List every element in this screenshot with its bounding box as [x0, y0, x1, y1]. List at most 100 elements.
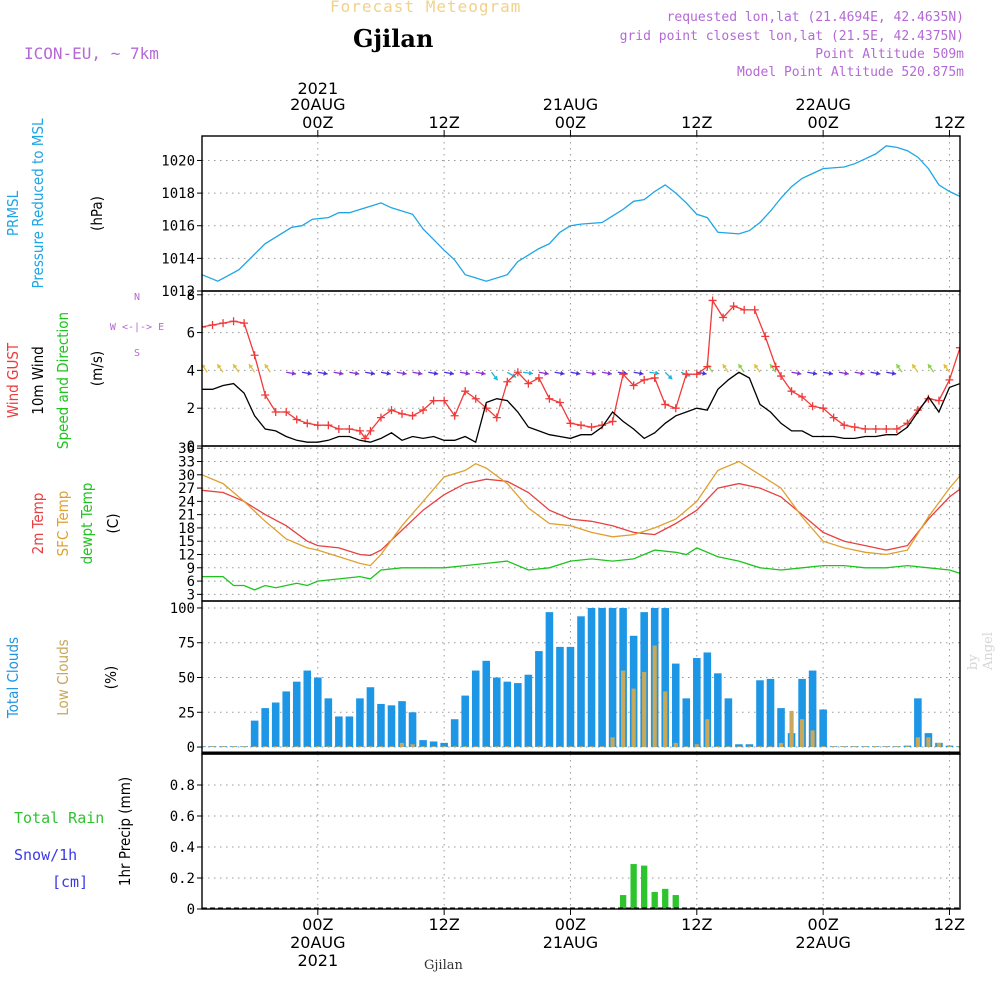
- bar-low-clouds: [663, 691, 668, 748]
- wind-direction-arrowhead: [591, 370, 597, 376]
- bar-low-clouds: [357, 746, 363, 748]
- gust-marker: [492, 413, 501, 422]
- panel-pressure: [197, 135, 961, 292]
- model-name: ICON-EU, ~ 7km: [24, 44, 159, 63]
- gust-marker: [240, 319, 249, 328]
- wind-direction-arrowhead: [828, 370, 833, 376]
- gust-marker: [671, 404, 680, 413]
- y-axis-label: Snow/1h: [14, 846, 77, 864]
- y-tick-label: 0: [187, 902, 195, 918]
- y-axis-label: SFC Temp: [54, 491, 72, 557]
- compass-south: S: [134, 348, 140, 359]
- gust-marker: [777, 372, 786, 381]
- bar-low-clouds: [515, 746, 520, 748]
- bar-total-clouds: [703, 652, 712, 748]
- wind-direction-arrowhead: [481, 370, 486, 376]
- wind-direction-arrowhead: [323, 370, 328, 376]
- y-tick-label: 100: [170, 601, 195, 617]
- gust-marker: [345, 424, 354, 433]
- wind-direction-arrowhead: [449, 370, 454, 376]
- bar-low-clouds: [789, 710, 794, 748]
- wind-direction-arrowhead: [339, 370, 344, 376]
- bar-total-clouds: [756, 680, 764, 748]
- bar-low-clouds: [252, 746, 257, 748]
- time-label-bottom: 00Z: [555, 915, 586, 934]
- wind-direction-arrowhead: [386, 370, 391, 376]
- panel-frame: [201, 753, 961, 910]
- bar-low-clouds: [852, 746, 857, 748]
- bar-low-clouds: [294, 746, 299, 748]
- bar-low-clouds: [610, 737, 615, 748]
- time-label-top: 12Z: [428, 113, 459, 132]
- bar-precip: [619, 895, 627, 909]
- gust-marker: [461, 387, 470, 396]
- bar-precip: [651, 891, 658, 909]
- y-axis-label: (hPa): [88, 196, 106, 231]
- y-tick-label: 12: [178, 548, 195, 564]
- grid-coordinates: grid point closest lon,lat (21.5E, 42.43…: [619, 29, 964, 44]
- point-altitude: Point Altitude 509m: [815, 47, 964, 62]
- gust-marker: [577, 421, 585, 430]
- bar-low-clouds: [599, 746, 605, 748]
- gust-marker: [798, 392, 807, 401]
- wind-direction-arrowhead: [738, 364, 743, 369]
- y-tick-label: 18: [178, 521, 195, 537]
- time-label-bottom: 00Z: [302, 915, 333, 934]
- requested-coordinates: requested lon,lat (21.4694E, 42.4635N): [666, 10, 964, 25]
- bar-total-clouds: [271, 702, 280, 748]
- time-label-bottom: 12Z: [934, 915, 965, 934]
- bar-total-clouds: [988, 746, 996, 747]
- y-tick-label: 30: [178, 468, 195, 484]
- wind-direction-arrowhead: [291, 370, 297, 376]
- bar-low-clouds: [757, 746, 763, 748]
- gust-marker: [787, 387, 796, 396]
- bar-low-clouds: [810, 730, 815, 748]
- bar-total-clouds: [967, 746, 975, 747]
- bar-total-clouds: [661, 607, 670, 748]
- wind-direction-arrowhead: [812, 370, 818, 376]
- y-axis-label: Total Rain: [14, 809, 104, 827]
- bar-total-clouds: [798, 678, 806, 748]
- y-tick-label: 0.6: [170, 809, 195, 825]
- gust-marker: [750, 305, 759, 314]
- footer-station: Gjilan: [424, 958, 463, 973]
- bar-total-clouds: [608, 607, 617, 748]
- gust-marker: [819, 404, 828, 413]
- gust-marker: [271, 407, 280, 416]
- wind-direction-arrowhead: [860, 370, 865, 376]
- bar-total-clouds: [556, 646, 564, 748]
- y-tick-label: 8: [187, 288, 195, 304]
- gust-marker: [719, 313, 728, 322]
- time-label-bottom: 12Z: [428, 915, 459, 934]
- y-tick-label: 6: [187, 574, 195, 590]
- bar-low-clouds: [747, 746, 752, 748]
- y-tick-label: 9: [187, 561, 195, 577]
- time-label-bottom: 12Z: [681, 915, 712, 934]
- gust-marker: [703, 362, 712, 371]
- bar-total-clouds: [503, 681, 512, 748]
- bar-low-clouds: [736, 746, 742, 748]
- wind-direction-arrowhead: [264, 364, 270, 369]
- gust-marker: [202, 322, 206, 331]
- series-line-2m: [202, 478, 960, 557]
- bar-total-clouds: [261, 708, 269, 748]
- bar-total-clouds: [587, 607, 596, 748]
- station-name: Gjilan: [353, 24, 434, 53]
- bar-total-clouds: [471, 670, 480, 748]
- wind-direction-arrowhead: [544, 370, 549, 376]
- credit: by Angel: [966, 632, 996, 670]
- gust-marker: [892, 424, 901, 433]
- bar-low-clouds: [378, 746, 384, 748]
- bar-low-clouds: [936, 742, 942, 748]
- y-tick-label: 1016: [161, 219, 195, 235]
- bar-precip: [672, 895, 679, 909]
- bar-low-clouds: [202, 746, 205, 748]
- time-label-top: 00Z: [555, 113, 586, 132]
- bar-low-clouds: [220, 746, 226, 748]
- compass-west-east: W <-|-> E: [110, 322, 164, 333]
- gust-marker: [419, 406, 428, 415]
- bar-low-clouds: [420, 746, 426, 748]
- series-line-pressure: [202, 145, 960, 282]
- y-tick-label: 0: [187, 740, 195, 756]
- gust-marker: [761, 332, 770, 341]
